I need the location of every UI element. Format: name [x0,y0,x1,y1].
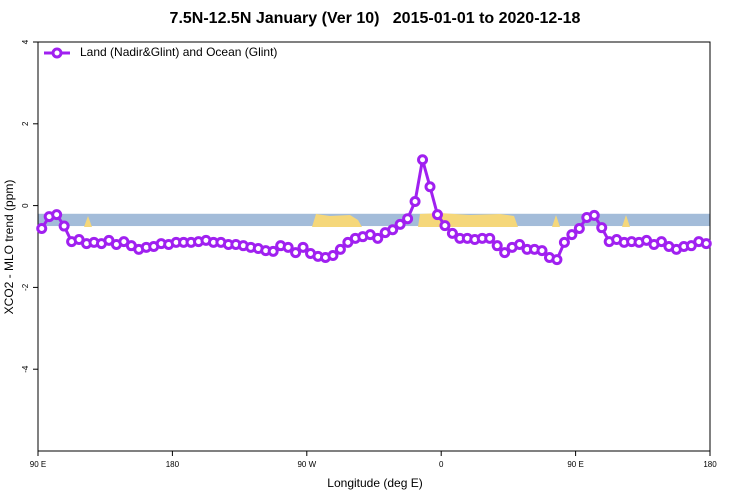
y-tick-label: 0 [21,203,30,208]
x-tick-label: 90 E [30,460,46,469]
point [58,220,70,232]
chart-title: 7.5N-12.5N January (Ver 10) 2015-01-01 t… [170,10,581,27]
y-tick-label: 4 [21,39,30,44]
point [334,243,346,255]
point [573,223,585,235]
land-patch [622,215,630,227]
point [417,154,429,166]
point [514,238,526,250]
point [566,229,578,241]
land-patch [312,214,362,227]
point [36,223,48,235]
point [327,249,339,261]
point [387,224,399,236]
point [655,236,667,248]
point [431,209,443,221]
legend-label: Land (Nadir&Glint) and Ocean (Glint) [80,45,277,59]
point [372,232,384,244]
y-tick-label: 2 [21,121,30,126]
point [491,240,503,252]
y-tick-label: -2 [21,283,30,291]
point [558,236,570,248]
x-tick-label: 90 W [297,460,316,469]
point [409,196,421,208]
point [267,245,279,257]
point [588,209,600,221]
band [38,213,710,227]
point [51,209,63,221]
point [394,218,406,230]
x-tick-label: 180 [166,460,180,469]
point [484,232,496,244]
band-layer [38,213,710,227]
point [551,254,563,266]
point [402,213,414,225]
point [499,247,511,259]
x-tick-label: 90 E [567,460,583,469]
point [446,227,458,239]
land-patch [84,216,92,227]
point [536,245,548,257]
legend-marker [51,47,63,59]
x-tick-label: 0 [439,460,444,469]
point [439,220,451,232]
x-axis-label: Longitude (deg E) [327,476,422,490]
point [297,241,309,253]
land-patch [552,215,560,227]
point [700,238,712,250]
point [596,222,608,234]
y-axis-label: XCO2 - MLO trend (ppm) [2,180,16,315]
point [290,247,302,259]
y-tick-label: -4 [21,365,30,373]
point [282,241,294,253]
point [424,181,436,193]
x-tick-label: 180 [703,460,717,469]
